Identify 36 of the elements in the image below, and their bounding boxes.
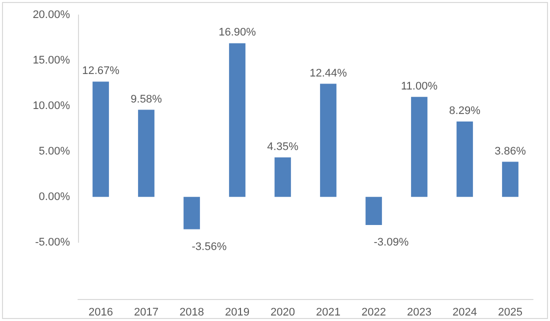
x-tick-label: 2020 [270,306,295,318]
bar [274,157,291,197]
bar [138,110,154,197]
y-tick-label: 5.00% [38,145,70,158]
data-label: 12.67% [82,65,120,78]
bar [184,196,200,230]
bar [366,196,382,226]
y-tick-label: 20.00% [32,9,70,21]
x-tick-label: 2016 [88,306,113,318]
data-label: -3.09% [374,236,409,249]
x-tick-label: 2017 [134,306,158,318]
data-label: 12.44% [310,67,348,80]
data-label: -3.56% [192,240,227,253]
x-tick-label: 2025 [498,306,522,318]
data-label: 11.00% [401,80,438,92]
bar [502,162,518,197]
x-tick-label: 2018 [180,306,204,318]
data-label: 9.58% [130,93,162,106]
y-tick-label: 0.00% [38,190,70,203]
bar [411,96,428,197]
bar [456,122,473,197]
data-label: 16.90% [218,26,256,39]
x-tick-label: 2024 [452,306,477,318]
y-tick-label: -5.00% [35,236,70,248]
x-tick-label: 2023 [407,306,432,318]
bar [229,43,246,197]
data-label: 3.86% [494,145,526,158]
x-tick-label: 2022 [362,306,386,318]
bar [320,84,336,197]
y-tick-label: 10.00% [32,100,70,112]
x-tick-label: 2019 [225,306,250,318]
data-label: 4.35% [267,140,299,153]
x-tick-label: 2021 [316,306,340,318]
data-label: 8.29% [449,105,481,118]
bar [92,82,109,197]
y-tick-label: 15.00% [32,54,70,66]
